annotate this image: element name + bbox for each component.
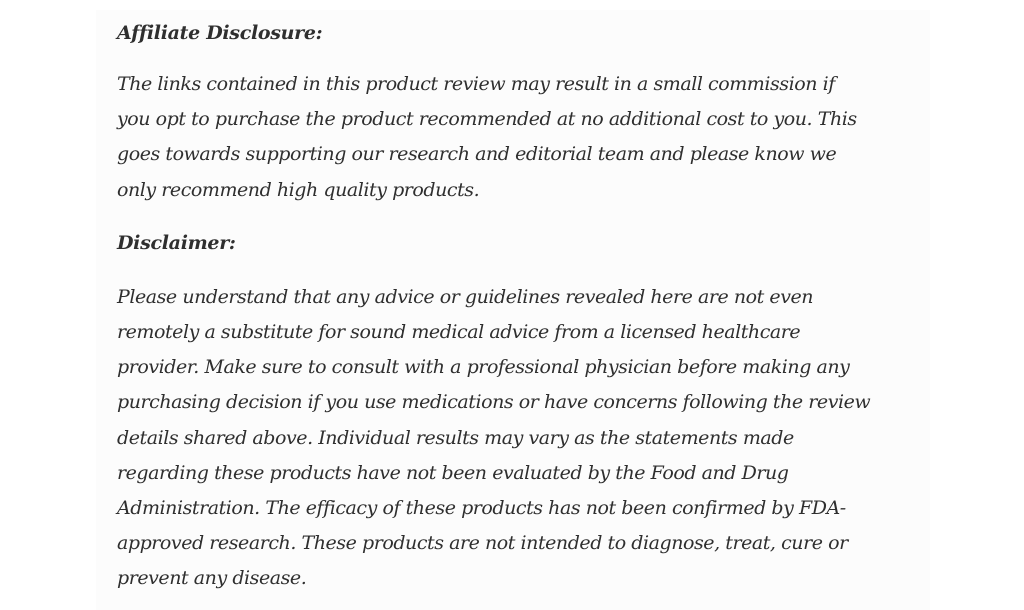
text-line: Please understand that any advice or gui… (117, 285, 814, 308)
text-line: regarding these products have not been e… (117, 461, 789, 484)
text-line: only recommend high quality products. (117, 178, 480, 201)
text-line: approved research. These products are no… (117, 532, 848, 555)
text-line: prevent any disease. (117, 567, 307, 590)
affiliate-disclosure-heading: Affiliate Disclosure: (117, 22, 323, 44)
affiliate-disclosure-text: The links contained in this product revi… (117, 67, 870, 208)
text-line: purchasing decision if you use medicatio… (117, 391, 871, 414)
disclosure-content: Affiliate Disclosure: The links containe… (117, 18, 871, 597)
text-line: provider. Make sure to consult with a pr… (117, 356, 850, 379)
text-line: The links contained in this product revi… (117, 73, 835, 95)
text-line: Administration. The efficacy of these pr… (117, 497, 846, 520)
disclaimer-text: Please understand that any advice or gui… (117, 280, 871, 597)
disclosure-panel (96, 10, 930, 610)
text-line: you opt to purchase the product recommen… (117, 108, 857, 131)
disclaimer-heading: Disclaimer: (117, 231, 236, 254)
text-line: remotely a substitute for sound medical … (117, 321, 801, 344)
text-line: goes towards supporting our research and… (117, 143, 837, 166)
text-line: details shared above. Individual results… (117, 426, 794, 449)
